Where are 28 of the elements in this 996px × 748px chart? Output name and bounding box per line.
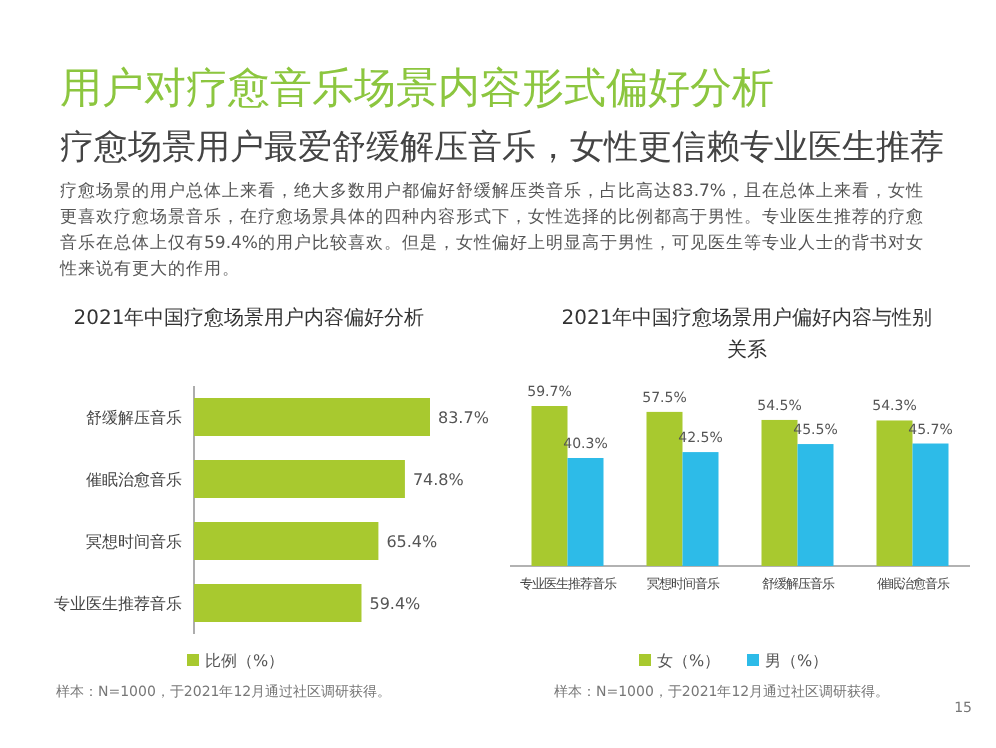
- bar: [531, 406, 568, 566]
- bar: [646, 411, 683, 566]
- bar: [194, 584, 362, 622]
- y-tick-label: 舒缓解压音乐: [86, 409, 182, 427]
- legend-label: 男（%）: [765, 652, 829, 670]
- bar: [912, 443, 949, 566]
- y-tick-label: 冥想时间音乐: [86, 533, 182, 551]
- text: 疗愈场景的用户总体上来看，绝大多数用户都偏好舒缓解压类音乐，占比高达83.7%，且在总体上来看，女性更喜欢疗愈场景音乐，在疗愈场景具体的四种内容形式下，女性选择的比例都高于男性。专业医生推荐的疗愈音乐在总体上仅有59.4%的用户比较喜欢。但是，女性偏好上明显高于男性，可见医生等专业人士的背书对女性来说有更大的作用。: [60, 180, 927, 284]
- bar: [797, 444, 834, 566]
- y-tick-label: 催眠治愈音乐: [86, 471, 182, 489]
- text: 疗愈场景用户最爱舒缓解压音乐，女性更信赖专业医生推荐: [60, 126, 944, 170]
- legend-label: 比例（%）: [205, 652, 285, 670]
- legend-label: 女（%）: [657, 652, 721, 670]
- y-tick-label: 专业医生推荐音乐: [54, 595, 182, 613]
- bar: [567, 457, 604, 566]
- data-label: 59.4%: [369, 595, 422, 613]
- bar: [876, 420, 913, 566]
- bar: [194, 522, 379, 560]
- bar: [761, 419, 798, 566]
- data-label: 74.8%: [412, 471, 465, 489]
- data-label: 65.4%: [386, 533, 439, 551]
- text: 用户对疗愈音乐场景内容形式偏好分析: [60, 62, 774, 116]
- bar: [194, 460, 405, 498]
- bar: [194, 398, 430, 436]
- chart-title: 2021年中国疗愈场景用户内容偏好分析: [71, 305, 427, 334]
- data-label: 83.7%: [438, 409, 490, 427]
- chart-title: 2021年中国疗愈场景用户偏好内容与性别关系: [559, 305, 935, 366]
- bar: [682, 452, 719, 566]
